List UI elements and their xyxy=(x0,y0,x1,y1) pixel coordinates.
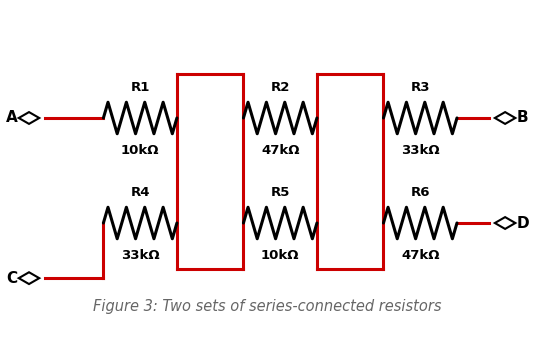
Text: 47kΩ: 47kΩ xyxy=(261,144,300,157)
Text: 33kΩ: 33kΩ xyxy=(121,249,159,262)
Text: 33kΩ: 33kΩ xyxy=(401,144,440,157)
Text: R4: R4 xyxy=(131,187,150,199)
Text: B: B xyxy=(517,110,529,125)
Text: 47kΩ: 47kΩ xyxy=(401,249,439,262)
Text: R1: R1 xyxy=(131,81,150,94)
Text: D: D xyxy=(517,216,530,231)
Text: R3: R3 xyxy=(410,81,430,94)
Text: A: A xyxy=(5,110,17,125)
Text: 10kΩ: 10kΩ xyxy=(121,144,159,157)
Text: R5: R5 xyxy=(271,187,290,199)
Text: Figure 3: Two sets of series-connected resistors: Figure 3: Two sets of series-connected r… xyxy=(93,299,441,314)
Text: R6: R6 xyxy=(410,187,430,199)
Text: 10kΩ: 10kΩ xyxy=(261,249,300,262)
Text: C: C xyxy=(6,271,17,286)
Text: R2: R2 xyxy=(271,81,290,94)
